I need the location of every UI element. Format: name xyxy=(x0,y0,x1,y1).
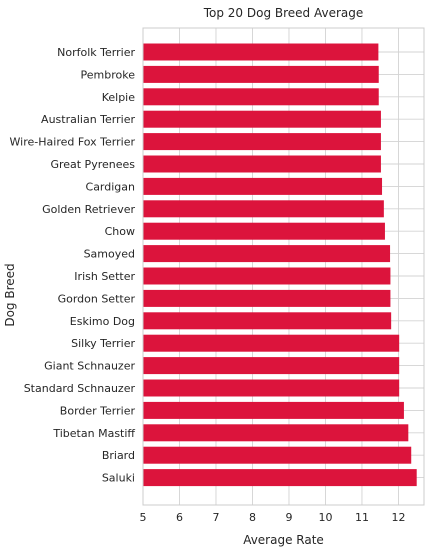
bar xyxy=(143,43,379,61)
x-tick-label: 9 xyxy=(285,511,292,524)
y-tick-label: Gordon Setter xyxy=(58,292,136,305)
y-tick-label: Border Terrier xyxy=(60,404,136,417)
bar xyxy=(143,357,400,375)
chart-title: Top 20 Dog Breed Average xyxy=(203,6,364,20)
y-tick-label: Standard Schnauzer xyxy=(24,382,136,395)
y-tick-label: Chow xyxy=(105,225,135,238)
y-tick-label: Norfolk Terrier xyxy=(57,46,135,59)
x-tick-label: 10 xyxy=(318,511,332,524)
bar xyxy=(143,88,379,106)
bar xyxy=(143,469,417,487)
y-tick-label: Silky Terrier xyxy=(71,337,135,350)
x-tick-label: 6 xyxy=(176,511,183,524)
y-tick-label: Eskimo Dog xyxy=(70,315,135,328)
y-tick-label: Giant Schnauzer xyxy=(44,360,135,373)
y-tick-labels: Norfolk Terrier Pembroke Kelpie Australian … xyxy=(10,46,136,485)
bar xyxy=(143,446,412,464)
bar-layer xyxy=(143,43,417,487)
bar xyxy=(143,133,381,151)
bar xyxy=(143,401,404,419)
y-tick-label: Tibetan Mastiff xyxy=(52,427,135,440)
y-tick-label: Wire-Haired Fox Terrier xyxy=(10,136,136,149)
bar xyxy=(143,177,383,195)
bar xyxy=(143,222,385,240)
plot-frame xyxy=(142,27,425,506)
bar xyxy=(143,267,391,285)
x-tick-label: 12 xyxy=(391,511,405,524)
y-tick-label: Samoyed xyxy=(84,248,135,261)
y-tick-label: Golden Retriever xyxy=(42,203,135,216)
bar xyxy=(143,424,409,442)
y-tick-label: Great Pyrenees xyxy=(50,158,135,171)
y-tick-label: Saluki xyxy=(102,472,135,485)
x-tick-label: 8 xyxy=(249,511,256,524)
y-tick-label: Irish Setter xyxy=(74,270,135,283)
x-axis-label: Average Rate xyxy=(243,533,324,547)
bar xyxy=(143,245,391,263)
bar xyxy=(143,110,381,128)
x-tick-labels: 5 6 7 8 9 10 11 12 xyxy=(140,511,406,524)
y-axis-label: Dog Breed xyxy=(3,263,17,326)
x-tick-label: 7 xyxy=(212,511,219,524)
y-tick-label: Australian Terrier xyxy=(41,113,135,126)
y-tick-label: Cardigan xyxy=(86,180,136,193)
bar xyxy=(143,65,379,83)
bar xyxy=(143,379,400,397)
y-tick-label: Briard xyxy=(102,449,135,462)
bar xyxy=(143,200,384,218)
y-tick-label: Pembroke xyxy=(81,68,136,81)
x-tick-label: 5 xyxy=(140,511,147,524)
bar xyxy=(143,312,392,330)
bar xyxy=(143,334,400,352)
bar xyxy=(143,155,381,173)
bar xyxy=(143,289,391,307)
x-tick-label: 11 xyxy=(355,511,369,524)
y-tick-label: Kelpie xyxy=(102,91,136,104)
